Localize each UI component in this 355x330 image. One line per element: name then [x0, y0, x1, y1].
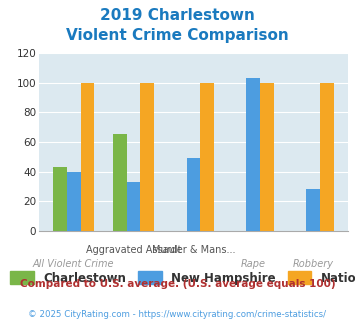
Text: Robbery: Robbery	[293, 259, 334, 269]
Bar	[200, 82, 214, 231]
Text: Murder & Mans...: Murder & Mans...	[152, 245, 235, 255]
Text: Rape: Rape	[241, 259, 266, 269]
Bar	[67, 172, 81, 231]
Bar	[306, 189, 320, 231]
Bar	[320, 82, 334, 231]
Text: Compared to U.S. average. (U.S. average equals 100): Compared to U.S. average. (U.S. average …	[20, 279, 335, 289]
Bar	[141, 82, 154, 231]
Bar	[187, 158, 200, 231]
Bar	[260, 82, 274, 231]
Legend: Charlestown, New Hampshire, National: Charlestown, New Hampshire, National	[6, 267, 355, 289]
Text: 2019 Charlestown: 2019 Charlestown	[100, 8, 255, 23]
Text: Violent Crime Comparison: Violent Crime Comparison	[66, 28, 289, 43]
Bar	[81, 82, 94, 231]
Bar	[113, 135, 127, 231]
Bar	[53, 167, 67, 231]
Bar	[246, 78, 260, 231]
Text: © 2025 CityRating.com - https://www.cityrating.com/crime-statistics/: © 2025 CityRating.com - https://www.city…	[28, 310, 327, 319]
Text: Aggravated Assault: Aggravated Assault	[86, 245, 181, 255]
Text: All Violent Crime: All Violent Crime	[33, 259, 115, 269]
Bar	[127, 182, 141, 231]
